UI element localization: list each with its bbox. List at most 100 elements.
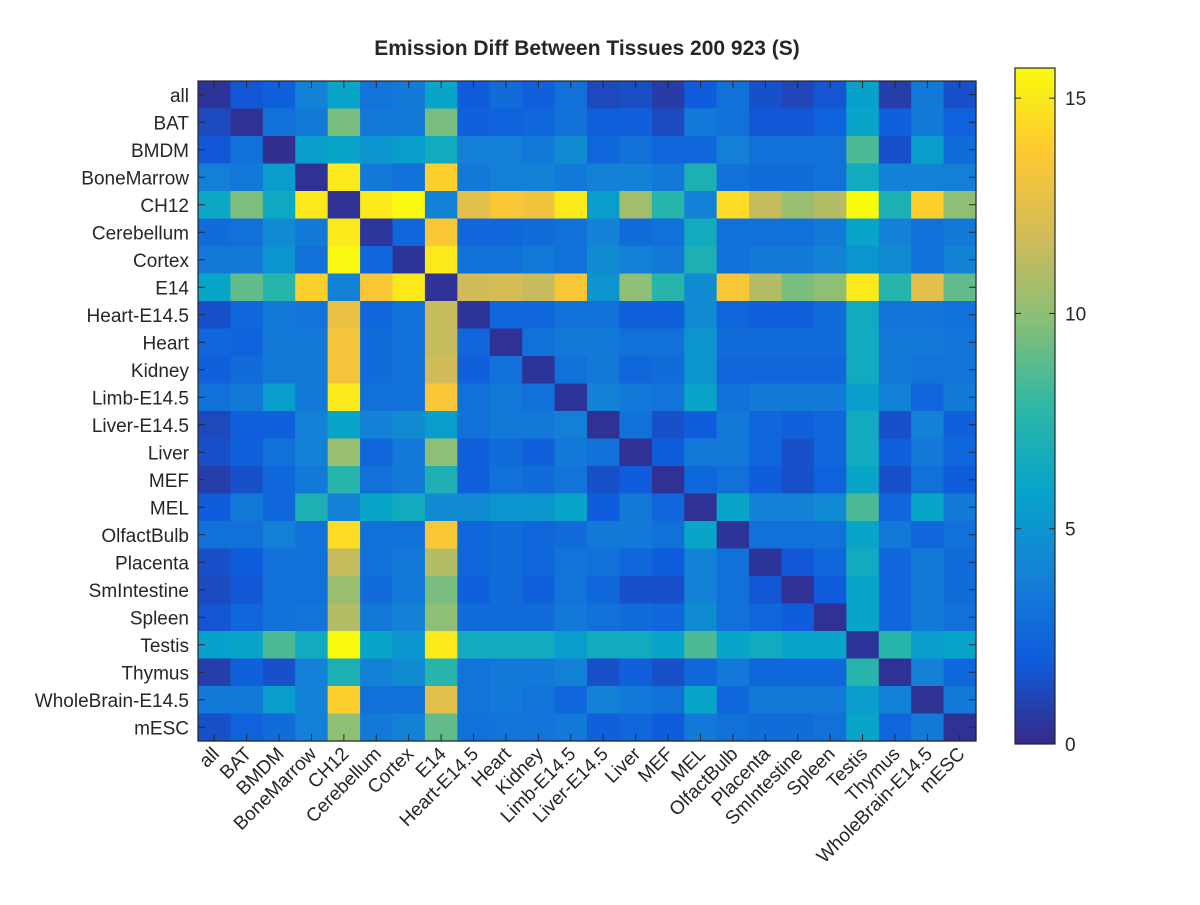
heatmap-cell — [554, 548, 588, 577]
heatmap-cell — [749, 521, 783, 550]
heatmap-cell — [230, 466, 264, 495]
heatmap-cell — [327, 383, 361, 412]
heatmap-cell — [295, 273, 329, 302]
heatmap-cell — [327, 301, 361, 330]
heatmap-cell — [522, 273, 556, 302]
heatmap-cell — [716, 548, 750, 577]
heatmap-cell — [878, 548, 912, 577]
heatmap-cell — [878, 301, 912, 330]
heatmap-cell — [360, 191, 394, 220]
heatmap-cell — [554, 356, 588, 385]
heatmap-cell — [813, 631, 847, 660]
y-tick-label: Heart-E14.5 — [87, 306, 189, 327]
heatmap-cell — [489, 273, 523, 302]
heatmap-cell — [424, 658, 458, 687]
heatmap-cell — [554, 521, 588, 550]
heatmap-cell — [262, 273, 296, 302]
heatmap-cell — [781, 383, 815, 412]
heatmap-cell — [327, 136, 361, 165]
heatmap-cell — [230, 548, 264, 577]
heatmap-cell — [878, 658, 912, 687]
heatmap-cell — [457, 163, 491, 192]
heatmap-cell — [587, 108, 621, 137]
heatmap-cell — [489, 108, 523, 137]
heatmap-cell — [684, 383, 718, 412]
heatmap-cell — [262, 603, 296, 632]
colorbar — [1014, 67, 1056, 745]
heatmap-cell — [651, 383, 685, 412]
heatmap-cell — [522, 466, 556, 495]
heatmap-cell — [554, 466, 588, 495]
heatmap-cell — [295, 631, 329, 660]
heatmap-cell — [295, 191, 329, 220]
heatmap-cell — [327, 686, 361, 715]
heatmap-cell — [295, 246, 329, 275]
heatmap-cell — [327, 631, 361, 660]
heatmap-cell — [781, 576, 815, 605]
heatmap-cell — [749, 686, 783, 715]
heatmap-cell — [716, 246, 750, 275]
heatmap-cell — [651, 466, 685, 495]
heatmap-cell — [554, 686, 588, 715]
heatmap-cell — [360, 438, 394, 467]
heatmap-cell — [813, 576, 847, 605]
heatmap-cell — [781, 246, 815, 275]
heatmap-cell — [230, 603, 264, 632]
heatmap-cell — [295, 493, 329, 522]
heatmap-cell — [522, 438, 556, 467]
heatmap-cell — [716, 301, 750, 330]
colorbar-tick-label: 0 — [1065, 735, 1076, 756]
heatmap-cell — [360, 466, 394, 495]
heatmap-cell — [522, 686, 556, 715]
heatmap-cell — [424, 603, 458, 632]
heatmap-cell — [911, 603, 945, 632]
heatmap-cell — [457, 521, 491, 550]
heatmap-cell — [522, 493, 556, 522]
heatmap-cell — [587, 631, 621, 660]
heatmap-cell — [587, 411, 621, 440]
heatmap-cell — [716, 576, 750, 605]
heatmap-cell — [684, 191, 718, 220]
y-tick-label: MEF — [149, 471, 189, 492]
heatmap-cell — [813, 356, 847, 385]
heatmap-cell — [651, 548, 685, 577]
heatmap-cell — [489, 136, 523, 165]
heatmap-cell — [489, 466, 523, 495]
heatmap-cell — [684, 658, 718, 687]
heatmap-cell — [457, 136, 491, 165]
heatmap-cell — [619, 631, 653, 660]
heatmap-cell — [651, 218, 685, 247]
heatmap-cell — [522, 136, 556, 165]
heatmap-cell — [781, 493, 815, 522]
heatmap-cell — [230, 273, 264, 302]
heatmap-cell — [424, 493, 458, 522]
heatmap-cell — [457, 466, 491, 495]
heatmap-cell — [262, 521, 296, 550]
heatmap-cell — [360, 631, 394, 660]
heatmap-cell — [392, 163, 426, 192]
y-tick-label: Heart — [143, 333, 190, 354]
heatmap-cell — [522, 328, 556, 357]
heatmap-cell — [587, 328, 621, 357]
heatmap-cell — [781, 136, 815, 165]
heatmap-cell — [619, 136, 653, 165]
heatmap-cell — [813, 136, 847, 165]
heatmap-cell — [619, 438, 653, 467]
heatmap-cell — [619, 686, 653, 715]
heatmap-cell — [262, 576, 296, 605]
heatmap-cell — [716, 356, 750, 385]
heatmap-cell — [392, 493, 426, 522]
heatmap-cell — [230, 356, 264, 385]
heatmap-cell — [716, 136, 750, 165]
heatmap-cell — [392, 218, 426, 247]
heatmap-cells — [198, 81, 977, 742]
heatmap-cell — [554, 411, 588, 440]
heatmap-cell — [911, 246, 945, 275]
heatmap-cell — [813, 493, 847, 522]
heatmap-cell — [846, 246, 880, 275]
heatmap-cell — [619, 466, 653, 495]
heatmap-cell — [911, 631, 945, 660]
heatmap-cell — [878, 273, 912, 302]
